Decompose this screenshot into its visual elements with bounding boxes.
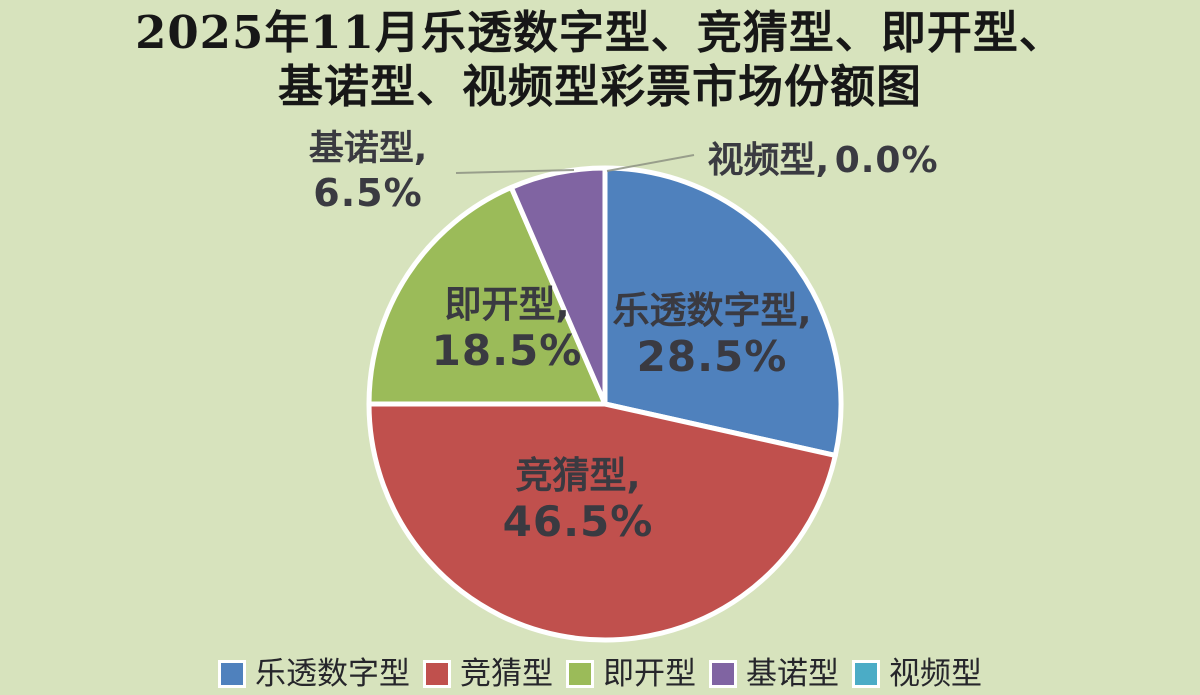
legend-label-video: 视频型 — [889, 656, 982, 692]
legend-label-instant: 即开型 — [603, 656, 696, 692]
slice-label-lotto-digital-name: 乐透数字型, — [612, 289, 812, 332]
legend-swatch-video — [852, 660, 880, 688]
keno-leader-line — [455, 169, 575, 174]
legend-item-instant: 即开型 — [566, 657, 696, 691]
slice-label-video-value: 0.0% — [834, 140, 939, 181]
chart-legend: 乐透数字型 竞猜型 即开型 基诺型 视频型 — [0, 657, 1200, 691]
slice-label-lotto-digital: 乐透数字型, 28.5% — [612, 289, 811, 381]
legend-item-video: 视频型 — [852, 657, 982, 691]
video-leader-line — [606, 154, 695, 172]
slice-label-keno: 基诺型, 6.5% — [309, 128, 427, 216]
legend-label-keno: 基诺型 — [746, 656, 839, 692]
legend-item-lotto-digital: 乐透数字型 — [218, 657, 410, 691]
slice-label-keno-name: 基诺型, — [308, 129, 428, 169]
pie-slice-lotto-digital — [602, 165, 844, 458]
pie-slice-instant — [366, 184, 608, 407]
slice-label-keno-value: 6.5% — [313, 171, 423, 215]
legend-swatch-lotto-digital — [218, 660, 246, 688]
legend-item-keno: 基诺型 — [709, 657, 839, 691]
chart-title: 2025年11月乐透数字型、竞猜型、即开型、 基诺型、视频型彩票市场份额图 — [0, 6, 1200, 114]
legend-label-lotto-digital: 乐透数字型 — [255, 656, 410, 692]
slice-label-instant-name: 即开型, — [444, 283, 570, 326]
slice-label-sports-betting-name: 竞猜型, — [515, 454, 641, 497]
slice-label-instant-value: 18.5% — [431, 326, 583, 375]
legend-swatch-instant — [566, 660, 594, 688]
legend-swatch-sports-betting — [423, 660, 451, 688]
legend-swatch-keno — [709, 660, 737, 688]
slice-label-instant: 即开型, 18.5% — [432, 283, 583, 375]
pie-slice-sports-betting — [366, 401, 838, 643]
pie-slice-keno — [508, 165, 608, 407]
slice-label-video: 视频型, 0.0% — [707, 140, 938, 188]
chart-title-line2: 基诺型、视频型彩票市场份额图 — [277, 60, 922, 113]
slice-label-video-name: 视频型, — [707, 140, 830, 181]
chart-title-line1: 2025年11月乐透数字型、竞猜型、即开型、 — [135, 6, 1065, 59]
slice-label-sports-betting-value: 46.5% — [502, 497, 654, 546]
slice-label-sports-betting: 竞猜型, 46.5% — [503, 454, 654, 546]
legend-item-sports-betting: 竞猜型 — [423, 657, 553, 691]
slice-label-lotto-digital-value: 28.5% — [636, 332, 788, 381]
legend-label-sports-betting: 竞猜型 — [460, 656, 553, 692]
pie-slices — [366, 165, 844, 643]
